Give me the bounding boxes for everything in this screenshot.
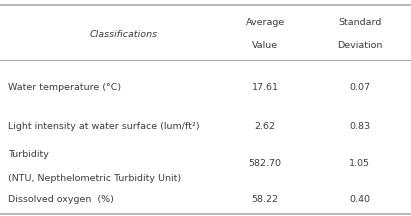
Text: Value: Value (252, 41, 278, 50)
Text: Water temperature (°C): Water temperature (°C) (8, 83, 121, 92)
Text: 0.83: 0.83 (349, 122, 370, 131)
Text: Turbidity: Turbidity (8, 150, 49, 159)
Text: (NTU, Nepthelometric Turbidity Unit): (NTU, Nepthelometric Turbidity Unit) (8, 174, 181, 183)
Text: 582.70: 582.70 (249, 159, 282, 168)
Text: Dissolved oxygen  (%): Dissolved oxygen (%) (8, 195, 114, 204)
Text: 1.05: 1.05 (349, 159, 370, 168)
Text: Standard: Standard (338, 18, 381, 27)
Text: 58.22: 58.22 (252, 195, 279, 204)
Text: Deviation: Deviation (337, 41, 382, 50)
Text: 17.61: 17.61 (252, 83, 279, 92)
Text: 2.62: 2.62 (254, 122, 276, 131)
Text: Light intensity at water surface (lum/ft²): Light intensity at water surface (lum/ft… (8, 122, 200, 131)
Text: Classifications: Classifications (89, 30, 157, 38)
Text: 0.07: 0.07 (349, 83, 370, 92)
Text: Average: Average (245, 18, 285, 27)
Text: 0.40: 0.40 (349, 195, 370, 204)
